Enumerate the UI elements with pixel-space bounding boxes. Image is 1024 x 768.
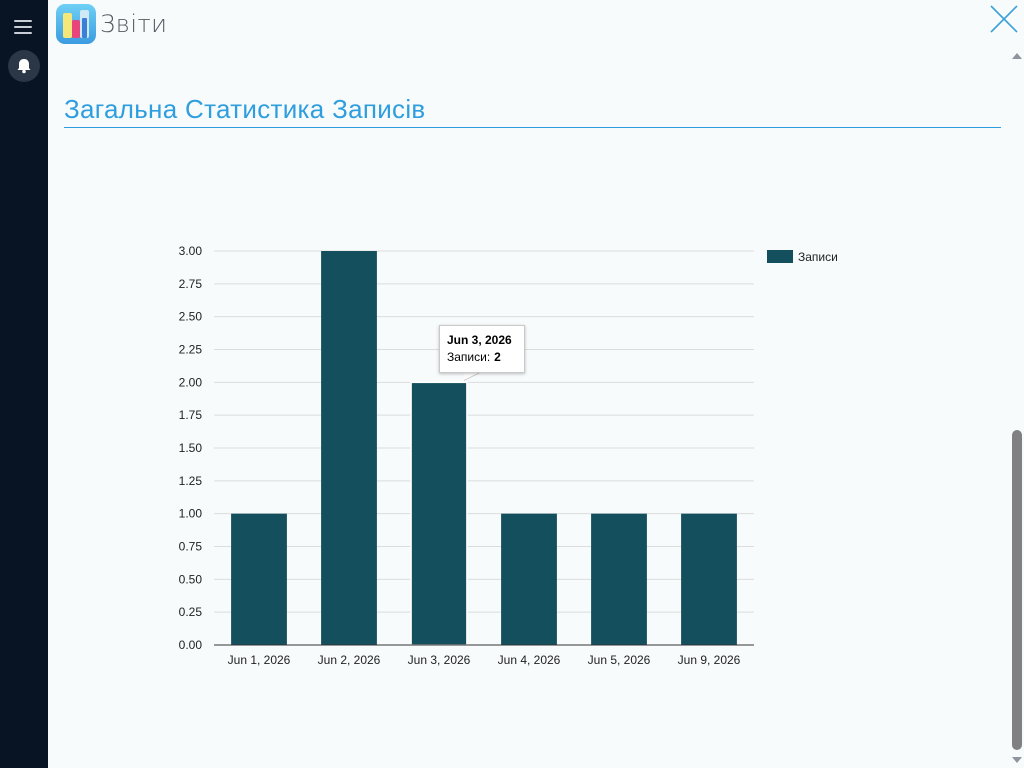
- tooltip-row: Записи: 2: [447, 350, 501, 364]
- section-title: Загальна Статистика Записів: [64, 94, 426, 124]
- scrollbar-thumb[interactable]: [1012, 430, 1022, 750]
- y-tick-label: 2.00: [179, 375, 203, 389]
- legend-swatch: [767, 250, 793, 263]
- left-rail: [0, 0, 48, 768]
- section-divider: [64, 127, 1001, 128]
- y-tick-label: 0.00: [179, 638, 203, 652]
- tooltip-pointer: [464, 370, 484, 380]
- tooltip-value: 2: [494, 350, 501, 364]
- tooltip-series-label: Записи:: [447, 350, 491, 364]
- y-tick-label: 0.25: [179, 605, 203, 619]
- bar: [231, 513, 287, 645]
- bar-chart-app-icon: [56, 4, 96, 44]
- x-tick-label: Jun 9, 2026: [678, 653, 741, 667]
- x-tick-label: Jun 3, 2026: [408, 653, 471, 667]
- bell-icon: [17, 59, 31, 74]
- bar: [411, 382, 467, 645]
- bar: [591, 513, 647, 645]
- scroll-down-arrow[interactable]: [1012, 757, 1022, 763]
- legend-label: Записи: [798, 250, 838, 264]
- x-tick-label: Jun 5, 2026: [588, 653, 651, 667]
- tooltip-title: Jun 3, 2026: [447, 333, 512, 347]
- chart-tooltip: Jun 3, 2026 Записи: 2: [439, 325, 525, 373]
- y-tick-label: 2.75: [179, 277, 203, 291]
- bar: [681, 513, 737, 645]
- y-tick-label: 1.00: [179, 507, 203, 521]
- y-tick-label: 1.75: [179, 408, 203, 422]
- x-tick-label: Jun 1, 2026: [228, 653, 291, 667]
- y-tick-label: 0.75: [179, 540, 203, 554]
- x-tick-label: Jun 2, 2026: [318, 653, 381, 667]
- x-tick-label: Jun 4, 2026: [498, 653, 561, 667]
- scroll-up-arrow[interactable]: [1012, 53, 1022, 59]
- bar: [321, 251, 377, 645]
- hamburger-menu-icon[interactable]: [14, 20, 32, 34]
- y-tick-label: 3.00: [179, 244, 203, 258]
- close-icon: [990, 5, 1018, 33]
- y-tick-label: 0.50: [179, 572, 203, 586]
- y-tick-label: 1.50: [179, 441, 203, 455]
- notifications-button[interactable]: [8, 50, 40, 82]
- bar: [501, 513, 557, 645]
- y-tick-label: 1.25: [179, 474, 203, 488]
- app-title: Звіти: [100, 10, 168, 38]
- close-button[interactable]: [988, 3, 1020, 35]
- y-tick-label: 2.50: [179, 310, 203, 324]
- y-tick-label: 2.25: [179, 343, 203, 357]
